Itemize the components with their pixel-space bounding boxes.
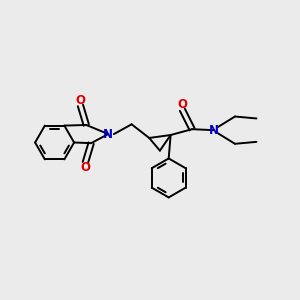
Text: N: N bbox=[103, 128, 113, 141]
Text: N: N bbox=[208, 124, 218, 137]
Text: O: O bbox=[177, 98, 187, 111]
Text: O: O bbox=[80, 161, 90, 174]
Text: O: O bbox=[75, 94, 85, 107]
